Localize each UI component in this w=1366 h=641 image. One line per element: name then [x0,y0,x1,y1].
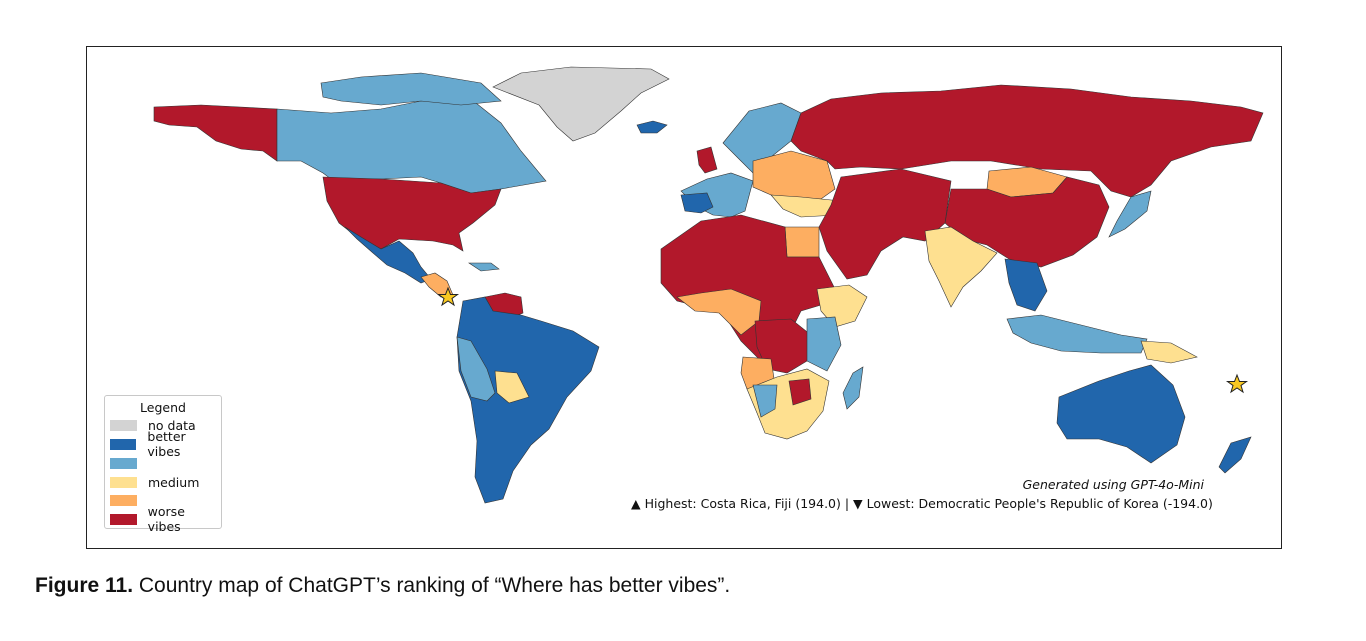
map-frame [86,46,1282,549]
region-southeast-asia [1004,258,1048,312]
region-canada [276,98,547,194]
region-africa-east [806,316,842,372]
region-iceland [636,120,668,134]
legend-item: worse vibes [110,504,221,534]
region-canada-islands [320,72,502,106]
legend-swatch [110,419,137,431]
region-bolivia [494,370,530,404]
legend-item [110,455,148,471]
region-indonesia [1006,314,1148,354]
caption-label: Figure 11. [35,574,134,597]
star-icon [1225,373,1249,394]
world-map [153,66,1264,504]
legend-swatch [110,494,137,506]
extremes-note: ▲ Highest: Costa Rica, Fiji (194.0) | ▼ … [631,496,1213,511]
region-alaska [153,104,278,162]
legend-swatch [110,438,137,450]
region-andes [456,336,496,402]
region-namibia [752,384,778,418]
legend-title: Legend [140,400,186,415]
region-madagascar [842,366,864,410]
legend-label: medium [148,474,200,490]
legend-item: no data [110,417,196,433]
region-south-america [456,296,600,504]
caption-text: Country map of ChatGPT’s ranking of “Whe… [138,574,731,597]
region-papua [1140,340,1198,364]
legend-swatch [110,457,137,469]
region-horn-africa [816,284,868,328]
figure-caption: Figure 11. Country map of ChatGPT’s rank… [35,574,730,598]
legend-swatch [110,513,137,525]
legend-label: better vibes [147,429,186,459]
legend-item [110,492,148,508]
region-zimbabwe [788,378,812,406]
legend-item: better vibes [110,429,221,459]
region-caribbean [468,262,500,272]
legend-label: no data [148,417,196,433]
legend-item: medium [110,474,199,490]
region-egypt [784,226,820,258]
legend-swatch [110,476,137,488]
region-greenland [492,66,670,142]
star-icon [436,286,460,307]
generated-note: Generated using GPT-4o-Mini [1022,477,1204,492]
legend-label: worse vibes [147,504,185,534]
legend: Legend no data better vibes medium worse… [104,395,222,534]
region-new-zealand [1218,436,1252,474]
region-japan [1108,190,1152,238]
region-india [924,226,998,308]
region-uk [696,146,718,174]
region-australia [1056,364,1186,464]
region-russia [790,84,1264,198]
region-iberia [680,192,714,214]
region-africa-west [676,288,762,336]
